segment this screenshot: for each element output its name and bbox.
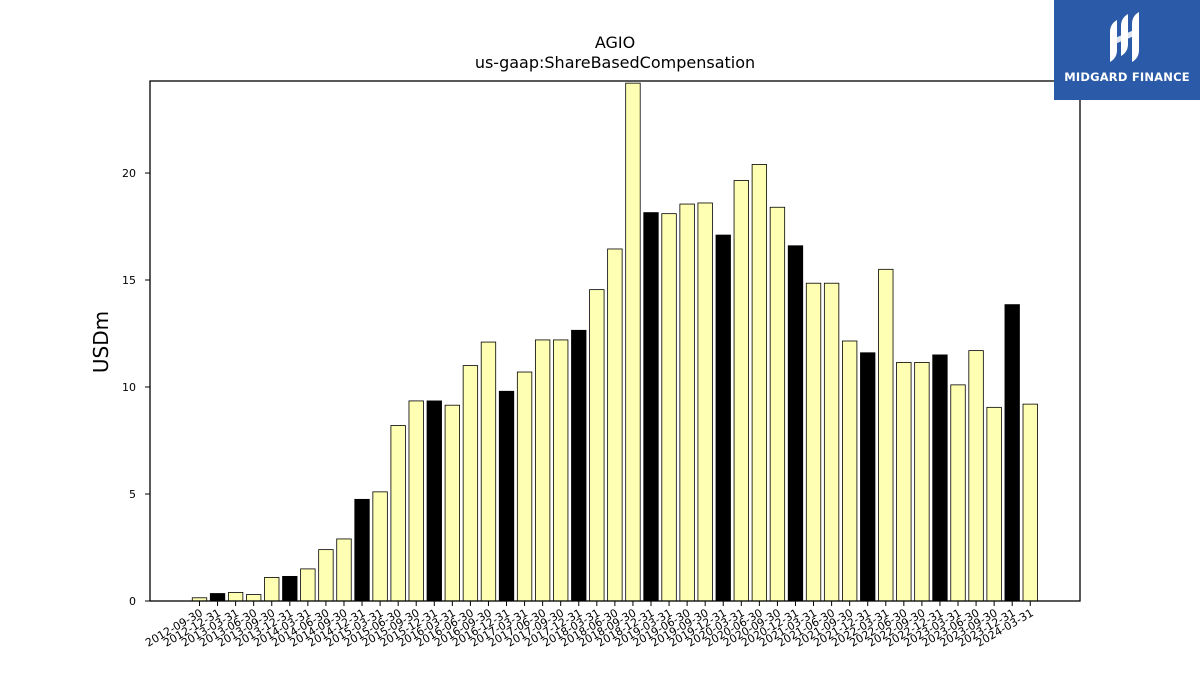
bar-2022-12-31	[932, 354, 948, 602]
bar-2013-03-31	[227, 592, 244, 602]
bar-2018-09-30	[625, 82, 641, 602]
bar-2013-06-30	[246, 594, 262, 602]
bar-2017-09-30	[553, 339, 569, 602]
bar-2019-06-30	[679, 203, 695, 602]
bar-2019-09-30	[697, 202, 713, 602]
y-tick-label: 5	[129, 488, 136, 501]
bar-2019-12-31	[715, 234, 731, 602]
bar-2017-03-31	[516, 371, 533, 602]
y-axis: 0 5 10 15 20	[122, 167, 150, 608]
bar-2023-09-30	[986, 406, 1002, 602]
chart-title: AGIO	[595, 33, 635, 52]
bar-2018-03-31	[589, 289, 605, 602]
bar-2023-06-30	[968, 350, 984, 602]
bar-2018-06-30	[607, 248, 623, 602]
bar-2014-09-30	[336, 538, 352, 602]
bar-2016-12-31	[498, 390, 515, 602]
bar-2013-09-30	[264, 577, 280, 602]
bar-2022-03-31	[878, 268, 894, 602]
x-axis: 2012-09-302012-12-312013-03-312013-06-30…	[143, 601, 1036, 650]
bar-2021-06-30	[823, 282, 840, 602]
bar-2021-09-30	[842, 340, 858, 602]
y-tick-label: 15	[122, 274, 136, 287]
bar-2022-06-30	[896, 361, 912, 602]
bar-2020-09-30	[769, 206, 786, 602]
plot-frame	[149, 80, 1081, 602]
bar-2016-03-31	[444, 404, 460, 602]
bar-2014-06-30	[318, 549, 334, 602]
logo-text: MIDGARD FINANCE	[1064, 70, 1190, 84]
bar-2012-12-31	[209, 593, 226, 602]
bar-2024-03-31	[1022, 403, 1038, 602]
y-tick-label: 10	[122, 381, 136, 394]
bar-2015-12-31	[426, 400, 442, 602]
bar-2022-09-30	[914, 361, 930, 602]
bar-2021-12-31	[860, 352, 876, 602]
bar-2016-06-30	[462, 365, 479, 602]
bars-group	[191, 82, 1038, 602]
y-tick-label: 20	[122, 167, 136, 180]
bar-2014-12-31	[354, 498, 370, 602]
bar-2021-03-31	[805, 282, 822, 602]
bar-2017-06-30	[534, 339, 551, 602]
y-axis-label: USDm	[89, 311, 113, 373]
bar-2013-12-31	[282, 575, 298, 602]
bar-2023-12-31	[1004, 304, 1020, 602]
y-tick-label: 0	[129, 595, 136, 608]
bar-2017-12-31	[571, 329, 587, 602]
midgard-logo-icon	[1110, 12, 1139, 62]
bar-2020-12-31	[787, 245, 804, 602]
bar-2020-03-31	[733, 180, 749, 602]
bar-2015-06-30	[390, 425, 406, 602]
bar-2020-06-30	[751, 164, 768, 602]
bar-2015-03-31	[372, 491, 388, 602]
bar-2019-03-31	[661, 213, 677, 602]
chart-subtitle: us-gaap:ShareBasedCompensation	[475, 53, 755, 72]
bar-2018-12-31	[643, 212, 659, 602]
bar-2014-03-31	[300, 568, 316, 602]
bar-2015-09-30	[408, 400, 424, 602]
midgard-logo: MIDGARD FINANCE	[1054, 0, 1200, 100]
bar-2023-03-31	[950, 384, 966, 602]
bar-2016-09-30	[480, 341, 497, 602]
